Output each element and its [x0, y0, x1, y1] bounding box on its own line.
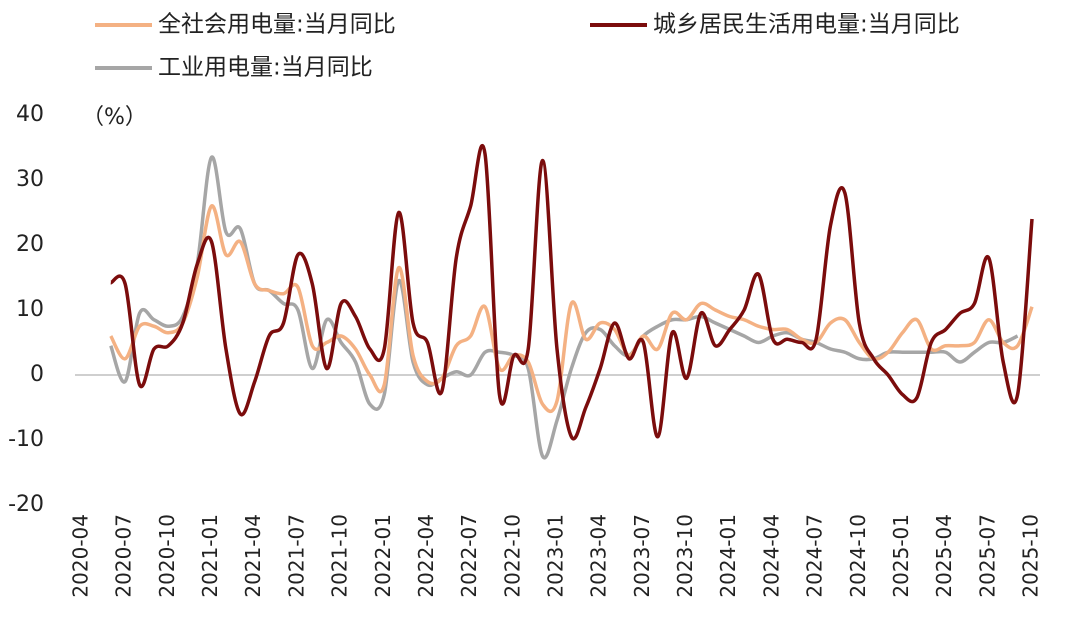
y-tick-label: 10: [16, 297, 44, 322]
x-tick-label: 2021-07: [284, 514, 308, 598]
series-line: [109, 143, 1034, 441]
x-tick-label: 2024-04: [759, 514, 783, 598]
x-tick-label: 2025-10: [1019, 514, 1043, 598]
y-axis-unit: （%）: [82, 105, 147, 130]
x-tick-label: 2022-01: [371, 514, 395, 598]
x-tick-label: 2020-04: [69, 514, 93, 598]
y-tick-label: 20: [16, 232, 44, 257]
x-tick-label: 2024-01: [716, 514, 740, 598]
x-tick-label: 2021-10: [328, 514, 352, 598]
x-tick-label: 2022-10: [500, 514, 524, 598]
x-tick-label: 2023-07: [630, 514, 654, 598]
x-tick-label: 2021-01: [198, 514, 222, 598]
x-tick-label: 2023-10: [673, 514, 697, 598]
x-tick-label: 2024-07: [803, 514, 827, 598]
x-tick-label: 2020-07: [112, 514, 136, 598]
legend-label: 全社会用电量:当月同比: [158, 12, 396, 38]
x-tick-label: 2025-01: [889, 514, 913, 598]
x-tick-label: 2023-04: [587, 514, 611, 598]
x-tick-label: 2021-04: [241, 514, 265, 598]
legend-label: 城乡居民生活用电量:当月同比: [653, 12, 960, 38]
x-tick-label: 2022-07: [457, 514, 481, 598]
x-tick-label: 2025-07: [975, 514, 999, 598]
x-tick-label: 2020-10: [155, 514, 179, 598]
y-tick-label: 0: [30, 362, 44, 387]
y-tick-label: 30: [16, 167, 44, 192]
y-tick-label: -10: [8, 427, 44, 452]
y-tick-label: -20: [8, 492, 44, 517]
legend-label: 工业用电量:当月同比: [158, 55, 373, 81]
x-tick-label: 2025-04: [932, 514, 956, 598]
x-tick-label: 2024-10: [846, 514, 870, 598]
x-tick-label: 2022-04: [414, 514, 438, 598]
x-tick-label: 2023-01: [544, 514, 568, 598]
y-tick-label: 40: [16, 102, 44, 127]
